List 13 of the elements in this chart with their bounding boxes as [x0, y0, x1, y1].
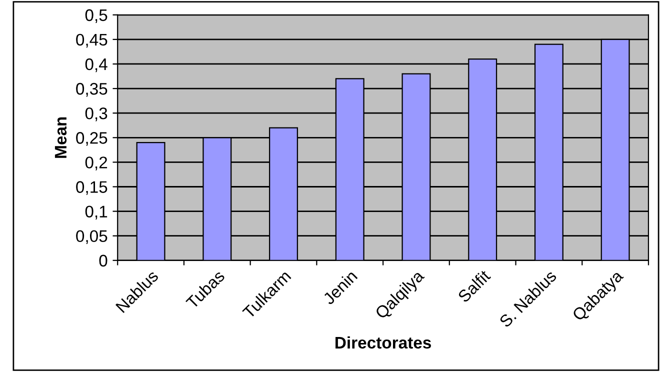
x-axis-title: Directorates	[336, 336, 431, 349]
y-tick-label: 0,15	[76, 181, 108, 195]
y-tick-label: 0,5	[85, 9, 108, 24]
y-axis-title: Mean	[54, 117, 67, 158]
y-tick-label: 0,3	[85, 107, 108, 122]
y-tick-label: 0,1	[85, 206, 108, 220]
y-tick-label: 0,25	[76, 132, 108, 146]
y-tick-label: 0,35	[76, 82, 108, 97]
y-tick-label: 0,45	[76, 34, 108, 48]
y-tick-label: 0,2	[85, 156, 108, 170]
y-tick-label: 0,05	[76, 230, 108, 244]
y-tick-label: 0	[99, 254, 108, 267]
y-tick-label: 0,4	[85, 58, 108, 72]
